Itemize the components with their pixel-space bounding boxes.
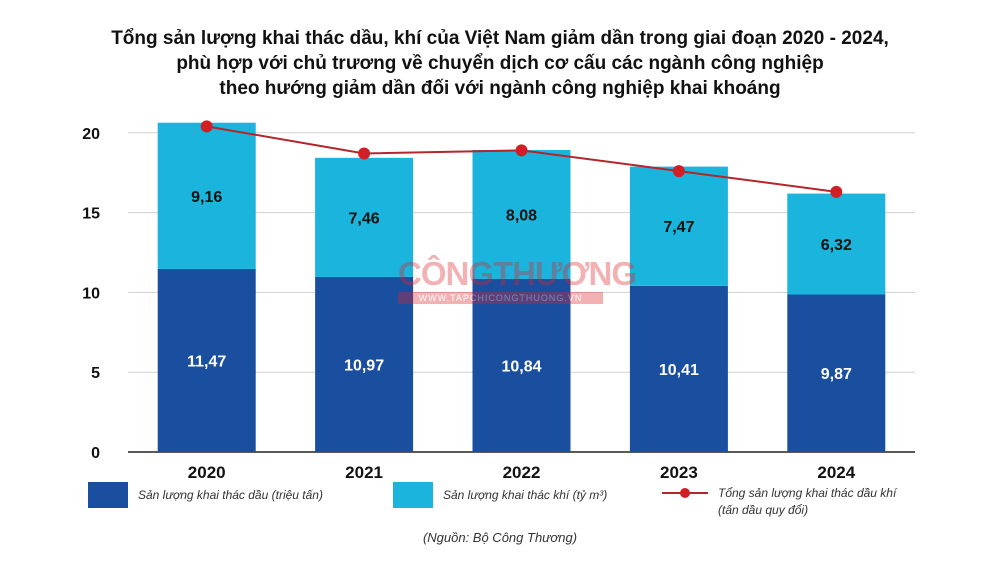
- data-label-oil: 9,87: [821, 366, 852, 383]
- total-line-point: [515, 144, 528, 157]
- bar-gas: [787, 193, 886, 295]
- bar-gas: [157, 122, 256, 269]
- bar-gas: [315, 157, 414, 277]
- title-line-3: theo hướng giảm dần đối với ngành công n…: [219, 78, 781, 99]
- title-line-2: phù hợp với chủ trương về chuyển dịch cơ…: [176, 53, 824, 74]
- legend-item-gas: Sản lượng khai thác khí (tỷ m³): [393, 482, 608, 508]
- legend-item-total: Tổng sản lượng khai thác dầu khí (tấn dầ…: [662, 486, 896, 517]
- bar-oil: [629, 285, 728, 452]
- y-tick-label: 0: [91, 445, 100, 462]
- watermark-logo: CÔNGTHƯƠNG WWW.TAPCHICONGTHUONG.VN: [398, 255, 637, 310]
- title-line-1: Tổng sản lượng khai thác dầu, khí của Vi…: [111, 28, 889, 49]
- legend-swatch-oil: [88, 482, 128, 508]
- chart-title: Tổng sản lượng khai thác dầu, khí của Vi…: [0, 26, 1000, 101]
- data-label-gas: 7,46: [349, 210, 380, 227]
- bars: 11,47 9,16 10,97 7,46 10,84 8,08 10,41 7,47 9,87…: [157, 122, 886, 452]
- source-note: (Nguồn: Bộ Công Thương): [422, 530, 578, 545]
- x-axis-ticks: 2020 2021 2022 2023 2024: [188, 463, 856, 482]
- x-tick-label: 2021: [345, 463, 383, 482]
- bar-oil: [157, 268, 256, 452]
- total-line-point: [830, 185, 843, 198]
- data-label-gas: 7,47: [663, 219, 694, 236]
- legend-label-oil: Sản lượng khai thác dầu (triệu tấn): [138, 488, 323, 502]
- total-line: [200, 120, 843, 198]
- legend-label-total-2: (tấn dầu quy đổi): [718, 503, 809, 517]
- data-label-oil: 10,41: [659, 362, 699, 379]
- legend-marker-total: [662, 486, 708, 500]
- data-label-gas: 6,32: [821, 237, 852, 254]
- x-tick-label: 2022: [503, 463, 541, 482]
- x-tick-label: 2023: [660, 463, 698, 482]
- data-label-oil: 10,84: [501, 358, 541, 375]
- bar-gas: [629, 166, 728, 286]
- data-label-oil: 11,47: [187, 353, 226, 370]
- bar-oil: [315, 276, 414, 452]
- y-tick-label: 10: [82, 285, 100, 302]
- bar-oil: [472, 278, 571, 452]
- y-axis-ticks: 0 5 10 15 20: [82, 126, 100, 462]
- legend-label-total-1: Tổng sản lượng khai thác dầu khí: [718, 486, 897, 500]
- x-tick-label: 2020: [188, 463, 226, 482]
- watermark-url: WWW.TAPCHICONGTHUONG.VN: [398, 292, 603, 304]
- y-tick-label: 20: [82, 126, 100, 143]
- bar-oil: [787, 294, 886, 452]
- bar-gas: [472, 150, 571, 279]
- watermark-name: CÔNGTHƯƠNG: [398, 255, 637, 292]
- data-label-oil: 10,97: [344, 357, 384, 374]
- legend-item-oil: Sản lượng khai thác dầu (triệu tấn): [88, 482, 323, 508]
- y-tick-label: 5: [91, 365, 100, 382]
- total-line-point: [358, 147, 371, 160]
- total-line-point: [672, 165, 685, 178]
- y-tick-label: 15: [82, 206, 100, 223]
- data-label-gas: 9,16: [191, 189, 222, 206]
- legend-swatch-gas: [393, 482, 433, 508]
- stacked-bar-chart: 11,47 9,16 10,97 7,46 10,84 8,08 10,41 7,47 9,87…: [82, 120, 915, 482]
- total-line-point: [200, 120, 213, 133]
- legend-label-gas: Sản lượng khai thác khí (tỷ m³): [443, 488, 608, 502]
- x-tick-label: 2024: [817, 463, 855, 482]
- data-label-gas: 8,08: [506, 207, 537, 224]
